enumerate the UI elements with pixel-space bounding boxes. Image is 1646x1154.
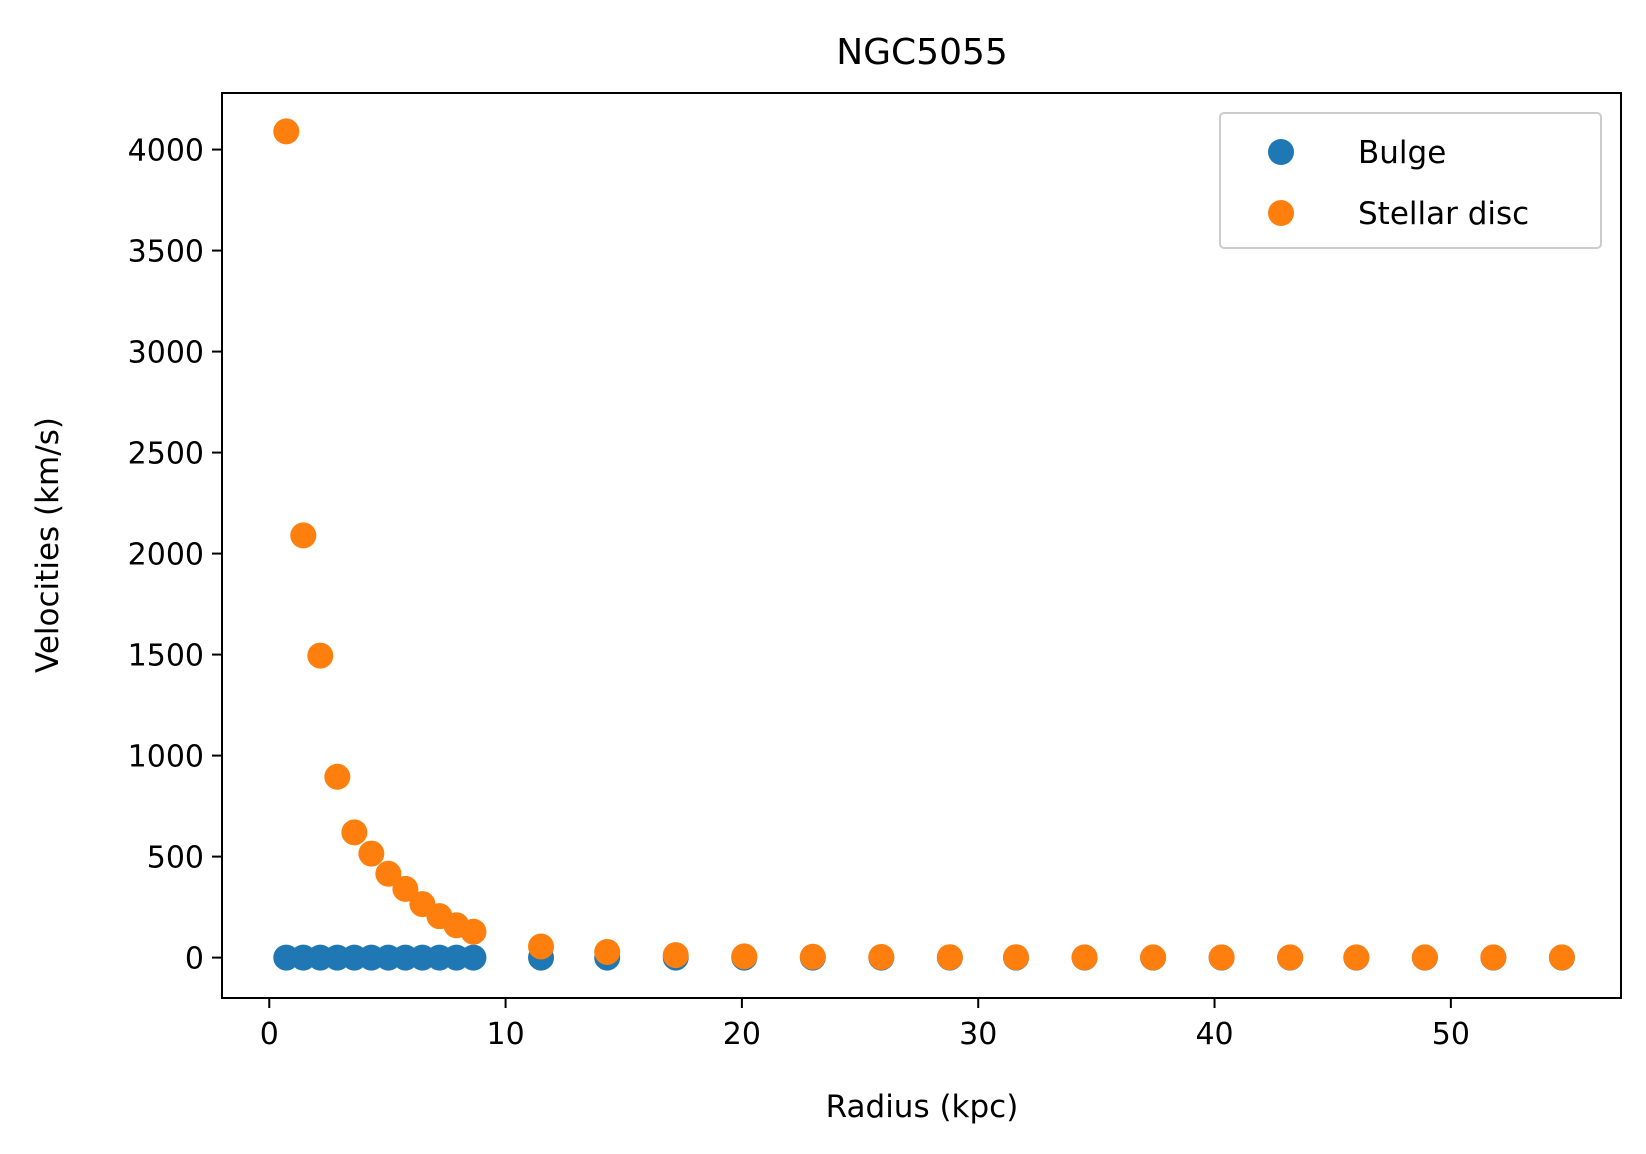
x-axis-label: Radius (kpc): [826, 1089, 1019, 1125]
stellar-disc-point: [1343, 944, 1370, 971]
stellar-disc-point: [375, 860, 402, 887]
x-tick-label: 10: [486, 1017, 524, 1052]
stellar-disc-point: [799, 943, 826, 970]
stellar-disc-point: [1208, 944, 1235, 971]
legend-box: [1219, 112, 1602, 249]
stellar-disc-point: [1548, 944, 1575, 971]
legend-label-stellar-disc: Stellar disc: [1358, 196, 1529, 232]
stellar-disc-point: [324, 763, 351, 790]
x-tick-label: 50: [1432, 1017, 1470, 1052]
y-tick-label: 1000: [128, 740, 204, 775]
stellar-disc-point: [273, 118, 300, 145]
stellar-disc-point: [1003, 944, 1030, 971]
plot-frame: [221, 92, 1622, 999]
stellar-disc-point: [1411, 944, 1438, 971]
data-points: [273, 118, 1575, 971]
y-tick-label: 3500: [128, 235, 204, 270]
y-tick-label: 1500: [128, 639, 204, 674]
y-axis-label: Velocities (km/s): [30, 417, 66, 673]
x-tick-label: 40: [1195, 1017, 1233, 1052]
y-tick-label: 4000: [128, 134, 204, 169]
stellar-disc-point: [1277, 944, 1304, 971]
stellar-disc-point: [358, 840, 385, 867]
stellar-disc-point: [1071, 944, 1098, 971]
legend-marker-stellar-disc: [1268, 200, 1294, 226]
y-axis-ticks: 0 500 1000 1500 2000 2500 3000 3500 4000: [128, 134, 222, 977]
stellar-disc-point: [528, 933, 555, 960]
x-tick-label: 30: [959, 1017, 997, 1052]
y-tick-label: 2000: [128, 538, 204, 573]
stellar-disc-point: [1480, 944, 1507, 971]
stellar-disc-point: [731, 943, 758, 970]
x-axis-ticks: 0 10 20 30 40 50: [260, 998, 1470, 1052]
stellar-disc-point: [290, 522, 317, 549]
chart-title: NGC5055: [836, 32, 1008, 73]
stellar-disc-point: [868, 943, 895, 970]
legend: Bulge Stellar disc: [1219, 112, 1602, 249]
stellar-disc-point: [460, 918, 487, 945]
stellar-disc-point: [341, 819, 368, 846]
stellar-disc-point: [662, 942, 689, 969]
x-tick-label: 20: [723, 1017, 761, 1052]
y-tick-label: 2500: [128, 437, 204, 472]
x-tick-label: 0: [260, 1017, 279, 1052]
bulge-point: [460, 944, 487, 971]
stellar-disc-point: [594, 938, 621, 965]
stellar-disc-point: [392, 875, 419, 902]
legend-marker-bulge: [1268, 139, 1294, 165]
y-tick-label: 0: [185, 942, 204, 977]
stellar-disc-point: [307, 642, 334, 669]
y-tick-label: 500: [147, 841, 204, 876]
stellar-disc-point: [1140, 944, 1167, 971]
legend-label-bulge: Bulge: [1358, 135, 1446, 171]
y-tick-label: 3000: [128, 336, 204, 371]
stellar-disc-point: [936, 944, 963, 971]
